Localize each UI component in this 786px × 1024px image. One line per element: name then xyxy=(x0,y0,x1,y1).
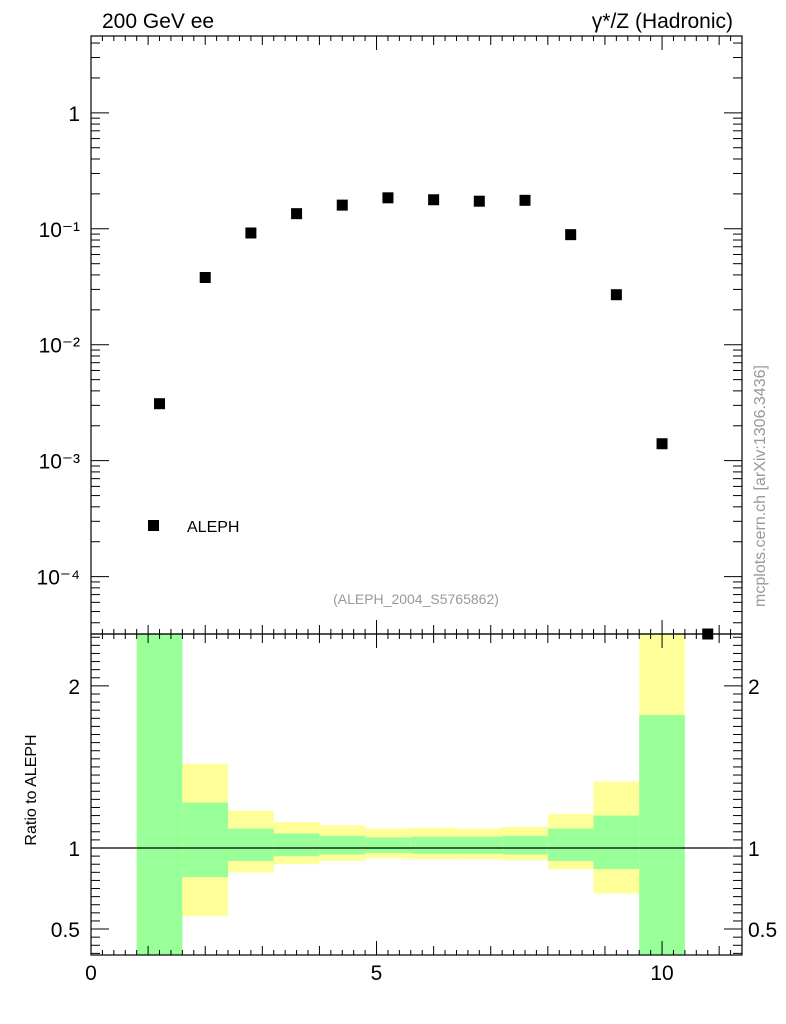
axis-ticks xyxy=(90,36,743,955)
y-tick-label-right: 1 xyxy=(748,838,760,861)
inner-band xyxy=(547,828,594,861)
inner-band xyxy=(639,715,685,955)
y-tick-label-left: 0.5 xyxy=(51,919,80,942)
inner-band xyxy=(273,833,320,857)
y-tick-label-right: 2 xyxy=(748,676,760,699)
data-point xyxy=(519,194,531,206)
data-point xyxy=(473,195,485,207)
data-point xyxy=(382,192,394,204)
y-tick-label: 10⁻³ xyxy=(39,451,80,474)
inner-band xyxy=(228,828,274,861)
analysis-id: (ALEPH_2004_S5765862) xyxy=(333,591,499,607)
inner-band xyxy=(410,836,457,854)
y-tick-label-left: 1 xyxy=(68,838,80,861)
data-point xyxy=(610,289,622,301)
plot-frames xyxy=(90,35,743,956)
data-point xyxy=(565,229,577,241)
ratio-frame xyxy=(90,633,743,956)
inner-band xyxy=(593,815,640,870)
tick-labels: 0 5 10 10⁻⁴ 10⁻³ 10⁻² 10⁻¹ 1 0.5 0.5 1 1 2 2 xyxy=(37,103,778,985)
y-tick-label-left: 2 xyxy=(68,676,80,699)
inner-band xyxy=(136,634,183,955)
data-markers xyxy=(154,192,714,640)
x-tick-label: 5 xyxy=(371,962,383,985)
legend-label: ALEPH xyxy=(187,519,239,536)
data-point xyxy=(154,398,166,410)
header-left: 200 GeV ee xyxy=(102,10,214,33)
ratio-bands xyxy=(136,634,685,955)
ratio-y-axis-label: Ratio to ALEPH xyxy=(23,734,40,845)
inner-band xyxy=(365,837,411,853)
y-tick-label: 10⁻² xyxy=(39,335,80,358)
inner-band xyxy=(319,835,366,855)
data-point xyxy=(291,208,303,220)
inner-band xyxy=(182,802,229,878)
inner-band xyxy=(456,836,503,854)
y-tick-label: 10⁻⁴ xyxy=(37,567,80,590)
x-tick-label: 0 xyxy=(85,962,97,985)
data-point xyxy=(336,199,348,211)
header-right: γ*/Z (Hadronic) xyxy=(592,10,733,33)
data-point xyxy=(245,227,257,239)
data-point xyxy=(199,272,211,284)
main-frame xyxy=(90,35,743,635)
y-tick-label: 10⁻¹ xyxy=(39,219,80,242)
y-tick-label-right: 0.5 xyxy=(748,919,777,942)
data-point xyxy=(656,438,668,450)
side-label: mcplots.cern.ch [arXiv:1306.3436] xyxy=(752,365,769,607)
inner-band xyxy=(502,835,548,855)
x-tick-label: 10 xyxy=(650,962,673,985)
legend-marker xyxy=(148,520,159,531)
y-tick-label: 1 xyxy=(68,103,80,126)
data-point xyxy=(428,194,440,206)
